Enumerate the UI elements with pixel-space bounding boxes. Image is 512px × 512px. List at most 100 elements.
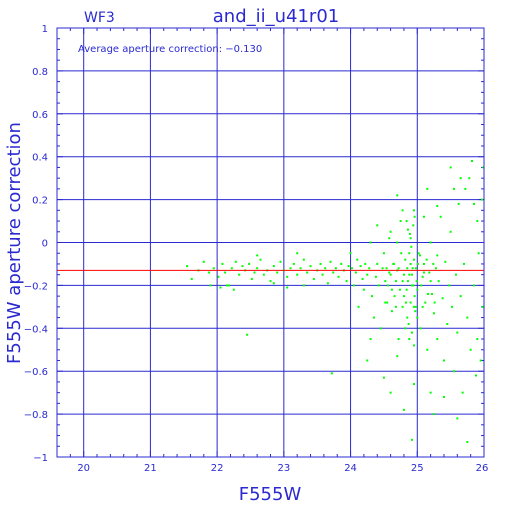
- data-point: [392, 262, 395, 265]
- data-point: [412, 305, 415, 308]
- data-point: [417, 252, 420, 255]
- data-point: [426, 348, 429, 351]
- data-point: [286, 275, 289, 278]
- data-point: [299, 267, 302, 270]
- data-point: [292, 262, 295, 265]
- data-point: [424, 301, 427, 304]
- data-point: [396, 194, 399, 197]
- data-point: [415, 280, 418, 283]
- data-point: [350, 267, 353, 270]
- x-tick-labels: 20 21 22 23 24 25 26: [77, 463, 488, 474]
- data-point: [389, 230, 392, 233]
- data-point: [472, 202, 475, 205]
- data-point: [401, 280, 404, 283]
- data-point: [420, 284, 423, 287]
- data-point: [464, 187, 467, 190]
- data-point: [412, 209, 415, 212]
- data-point: [334, 267, 337, 270]
- data-point: [370, 295, 373, 298]
- data-point: [404, 301, 407, 304]
- data-point: [452, 370, 455, 373]
- data-point: [230, 267, 233, 270]
- data-point: [416, 262, 419, 265]
- data-point: [459, 177, 462, 180]
- data-point: [456, 417, 459, 420]
- data-point: [382, 252, 385, 255]
- data-point: [406, 228, 409, 231]
- data-point: [219, 286, 222, 289]
- data-point: [401, 209, 404, 212]
- data-point: [410, 438, 413, 441]
- data-point: [442, 395, 445, 398]
- data-point: [377, 284, 380, 287]
- data-point: [437, 280, 440, 283]
- data-point: [454, 273, 457, 276]
- data-point: [421, 305, 424, 308]
- x-axis-label: F555W: [239, 484, 302, 505]
- data-point: [432, 312, 435, 315]
- data-point: [296, 273, 299, 276]
- data-point: [224, 271, 227, 274]
- data-point: [402, 408, 405, 411]
- data-point: [450, 305, 453, 308]
- y-tick-labels: 1 0.8 0.6 0.4 0.2 0 −0.2 −0.4 −0.6 −0.8 −1: [24, 24, 48, 464]
- data-point: [396, 241, 399, 244]
- data-point: [429, 241, 432, 244]
- data-point: [393, 295, 396, 298]
- data-point: [356, 258, 359, 261]
- data-point: [366, 359, 369, 362]
- chart-title: and_ii_u41r01: [213, 6, 339, 27]
- data-point: [404, 327, 407, 330]
- data-point: [309, 265, 312, 268]
- data-point: [382, 376, 385, 379]
- data-point: [302, 284, 305, 287]
- data-point: [444, 260, 447, 263]
- data-point: [232, 288, 235, 291]
- data-point: [433, 301, 436, 304]
- data-point: [410, 331, 413, 334]
- chip-label: WF3: [84, 10, 115, 26]
- data-point: [345, 280, 348, 283]
- plot-frame: [56, 27, 485, 458]
- data-point: [228, 284, 231, 287]
- data-point: [409, 262, 412, 265]
- data-point: [366, 273, 369, 276]
- data-point: [376, 262, 379, 265]
- data-point: [401, 305, 404, 308]
- data-point: [472, 284, 475, 287]
- data-point: [400, 252, 403, 255]
- data-point: [332, 271, 335, 274]
- data-point: [272, 282, 275, 285]
- data-point: [390, 310, 393, 313]
- data-point: [430, 292, 433, 295]
- data-point: [459, 295, 462, 298]
- data-point: [394, 305, 397, 308]
- y-tick-label: 1: [42, 24, 48, 35]
- data-point: [302, 258, 305, 261]
- data-point: [209, 284, 212, 287]
- y-tick-label: 0.2: [32, 196, 48, 207]
- data-point: [477, 252, 480, 255]
- average-annotation: Average aperture correction: −0.130: [78, 44, 262, 55]
- data-point: [359, 265, 362, 268]
- data-point: [413, 215, 416, 218]
- data-point: [439, 215, 442, 218]
- data-point: [376, 224, 379, 227]
- data-point: [404, 258, 407, 261]
- data-point: [406, 316, 409, 319]
- data-point: [386, 284, 389, 287]
- data-point: [441, 297, 444, 300]
- data-point: [397, 267, 400, 270]
- data-point: [388, 271, 391, 274]
- data-point: [272, 265, 275, 268]
- data-point: [386, 301, 389, 304]
- x-tick-label: 21: [144, 463, 157, 474]
- data-point: [414, 310, 417, 313]
- data-point: [425, 258, 428, 261]
- data-point: [436, 205, 439, 208]
- data-point: [379, 327, 382, 330]
- data-point: [481, 305, 484, 308]
- data-point: [389, 273, 392, 276]
- data-point: [436, 254, 439, 257]
